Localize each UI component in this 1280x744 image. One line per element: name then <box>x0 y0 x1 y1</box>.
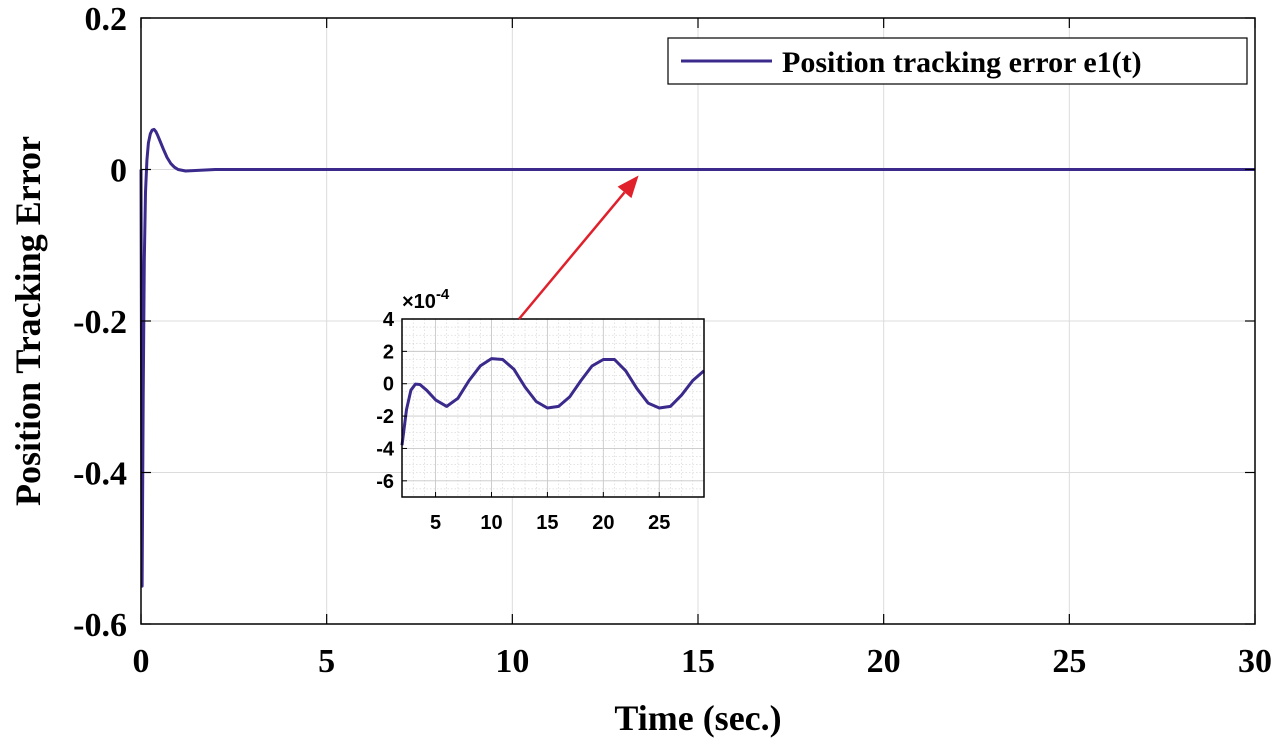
x-tick-label: 5 <box>318 643 335 680</box>
x-tick-label: 20 <box>867 643 901 680</box>
inset-x-tick-label: 15 <box>536 512 558 534</box>
legend-label: Position tracking error e1(t) <box>782 46 1142 79</box>
inset-y-ticks: 4 2 0 -2 -4 -6 <box>376 309 407 493</box>
inset-x-tick-label: 25 <box>648 512 670 534</box>
y-tick-label: 0.2 <box>85 1 128 38</box>
x-tick-label: 10 <box>495 643 529 680</box>
legend: Position tracking error e1(t) <box>667 37 1248 85</box>
y-tick-label: 0 <box>110 153 127 190</box>
inset-frame <box>401 318 705 498</box>
inset-exponent-label: ×10-4 <box>402 286 450 313</box>
inset-x-tick-label: 5 <box>430 512 441 534</box>
inset-y-tick-label: -2 <box>376 406 394 428</box>
inset-exponent-base: ×10 <box>402 291 436 313</box>
x-ticks: 0 5 10 15 20 25 30 <box>133 18 1272 680</box>
y-ticks: 0.2 0 -0.2 -0.4 -0.6 <box>73 1 1255 644</box>
y-tick-label: -0.2 <box>73 304 127 341</box>
y-axis-label: Position Tracking Error <box>8 136 48 506</box>
x-tick-label: 30 <box>1238 643 1272 680</box>
zoom-arrow <box>518 175 639 320</box>
inset-plot: 5 10 15 20 25 420-2-4-6 ×10-4 <box>376 286 705 534</box>
x-tick-label: 0 <box>133 643 150 680</box>
inset-y-tick-label: 0 <box>383 374 394 396</box>
inset-grid <box>401 318 705 498</box>
inset-x-tick-label: 10 <box>480 512 502 534</box>
inset-series-line <box>400 357 705 446</box>
inset-y-tick-label: 4 <box>383 309 395 331</box>
inset-exponent-power: -4 <box>436 286 450 303</box>
y-tick-label: -0.6 <box>73 607 127 644</box>
zoom-arrow-head <box>617 175 639 199</box>
y-tick-label: -0.4 <box>73 456 127 493</box>
inset-x-ticks: 5 10 15 20 25 <box>430 492 670 534</box>
x-tick-label: 15 <box>681 643 715 680</box>
main-series-line <box>139 127 1255 588</box>
x-axis-label: Time (sec.) <box>614 698 781 738</box>
inset-y-tick-label: -6 <box>376 471 394 493</box>
x-tick-label: 25 <box>1052 643 1086 680</box>
inset-x-tick-label: 20 <box>592 512 614 534</box>
zoom-arrow-shaft <box>518 191 626 320</box>
inset-y-tick-label: -4 <box>376 438 395 460</box>
inset-y-tick-label: 2 <box>383 341 394 363</box>
